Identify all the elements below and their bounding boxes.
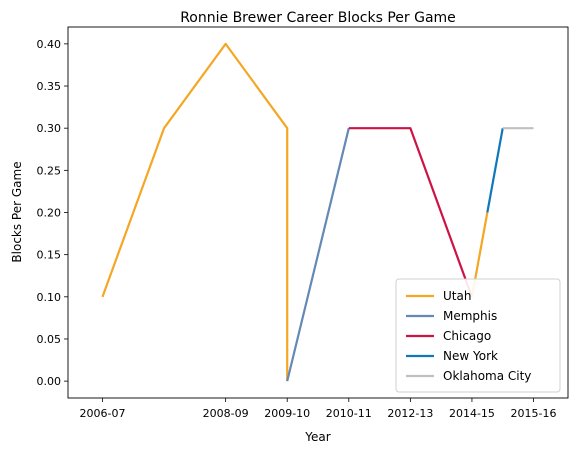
x-tick-label: 2006-07	[79, 407, 125, 420]
y-axis: 0.00 0.05 0.10 0.15 0.20 0.25 0.30 0.35 0.40	[37, 38, 68, 388]
y-tick-label: 0.25	[37, 164, 62, 177]
chart-title: Ronnie Brewer Career Blocks Per Game	[180, 10, 456, 26]
legend: Utah Memphis Chicago New York Oklahoma City	[395, 278, 561, 393]
y-tick-label: 0.30	[37, 122, 62, 135]
x-tick-label: 2015-16	[511, 407, 557, 420]
y-tick-label: 0.40	[37, 38, 62, 51]
series-line-new-york	[486, 127, 504, 213]
y-tick-label: 0.35	[37, 80, 62, 93]
series-line-chicago	[348, 127, 473, 298]
x-tick-label: 2014-15	[449, 407, 495, 420]
legend-label: Oklahoma City	[443, 369, 531, 383]
x-tick-label: 2012-13	[387, 407, 433, 420]
x-axis-label: Year	[304, 430, 330, 444]
x-axis: 2006-07 2008-09 2009-10 2010-11 2012-13 2014-…	[79, 398, 557, 420]
legend-label: New York	[443, 349, 498, 363]
y-tick-label: 0.15	[37, 249, 62, 262]
y-axis-label: Blocks Per Game	[10, 161, 24, 262]
series-layer	[101, 42, 534, 382]
legend-label: Utah	[443, 289, 471, 303]
y-tick-label: 0.05	[37, 333, 62, 346]
legend-label: Chicago	[443, 329, 491, 343]
legend-label: Memphis	[443, 309, 497, 323]
series-line-utah	[101, 42, 289, 382]
y-tick-label: 0.00	[37, 375, 62, 388]
series-line-memphis	[286, 127, 350, 382]
y-tick-label: 0.20	[37, 207, 62, 220]
x-tick-label: 2009-10	[264, 407, 310, 420]
legend-box	[395, 278, 561, 393]
x-tick-label: 2008-09	[203, 407, 249, 420]
x-tick-label: 2010-11	[326, 407, 372, 420]
y-tick-label: 0.10	[37, 291, 62, 304]
